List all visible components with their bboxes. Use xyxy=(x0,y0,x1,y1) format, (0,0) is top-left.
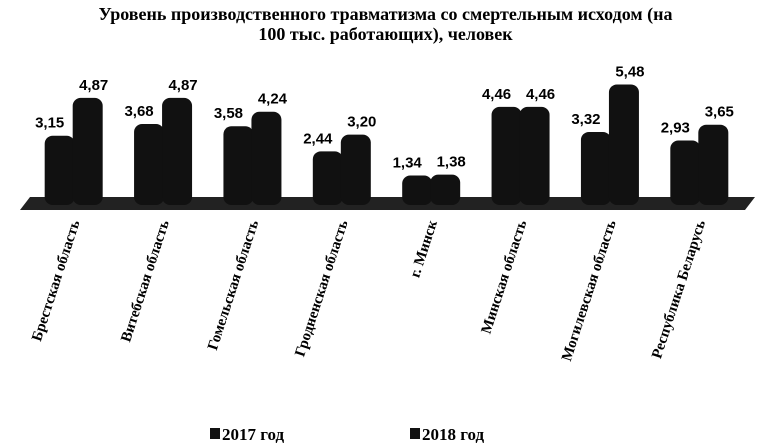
value-label: 4,87 xyxy=(79,77,108,94)
bar xyxy=(162,97,193,205)
bar xyxy=(312,151,343,205)
value-label: 3,65 xyxy=(705,104,734,121)
value-label: 1,34 xyxy=(393,155,423,172)
legend-label: 2017 год xyxy=(222,425,285,444)
bar xyxy=(430,174,461,205)
value-label: 5,48 xyxy=(615,63,644,80)
bar xyxy=(402,175,433,205)
value-label: 3,68 xyxy=(124,103,153,120)
x-tick-label: Гомельская область xyxy=(205,218,262,352)
value-label: 3,20 xyxy=(347,114,376,131)
value-label: 4,87 xyxy=(168,77,197,94)
x-tick-label: г. Минск xyxy=(407,218,441,280)
value-label: 3,32 xyxy=(571,111,600,128)
value-label: 3,58 xyxy=(214,105,243,122)
value-label: 2,93 xyxy=(661,120,690,137)
bar xyxy=(580,131,611,205)
floor xyxy=(20,197,755,210)
value-label: 4,46 xyxy=(482,86,511,103)
x-tick-label: Могилевская область xyxy=(559,218,620,363)
legend-swatch xyxy=(410,428,420,439)
bar xyxy=(44,135,75,205)
bar xyxy=(519,106,550,205)
bar xyxy=(223,126,254,205)
bar xyxy=(698,124,729,205)
bar xyxy=(251,111,282,205)
chart-title: Уровень производственного травматизма со… xyxy=(98,4,673,44)
value-label: 4,46 xyxy=(526,86,555,103)
value-label: 3,15 xyxy=(35,115,64,132)
bar xyxy=(340,134,371,205)
x-tick-label: Минская область xyxy=(479,218,531,336)
legend-label: 2018 год xyxy=(422,425,485,444)
x-tick-label: Республика Беларусь xyxy=(649,218,709,360)
bar xyxy=(491,106,522,205)
bar xyxy=(72,97,103,205)
value-label: 2,44 xyxy=(303,130,333,147)
legend-swatch xyxy=(210,428,220,439)
value-label: 4,24 xyxy=(258,91,288,108)
bar xyxy=(608,84,639,205)
value-label: 1,38 xyxy=(437,154,466,171)
x-tick-label: Гродненская область xyxy=(292,218,351,359)
x-tick-label: Брестская область xyxy=(29,218,83,343)
bar xyxy=(134,124,165,205)
title-box: Уровень производственного травматизма со… xyxy=(0,4,771,45)
bar xyxy=(670,140,701,205)
x-tick-label: Витебская область xyxy=(118,218,173,344)
